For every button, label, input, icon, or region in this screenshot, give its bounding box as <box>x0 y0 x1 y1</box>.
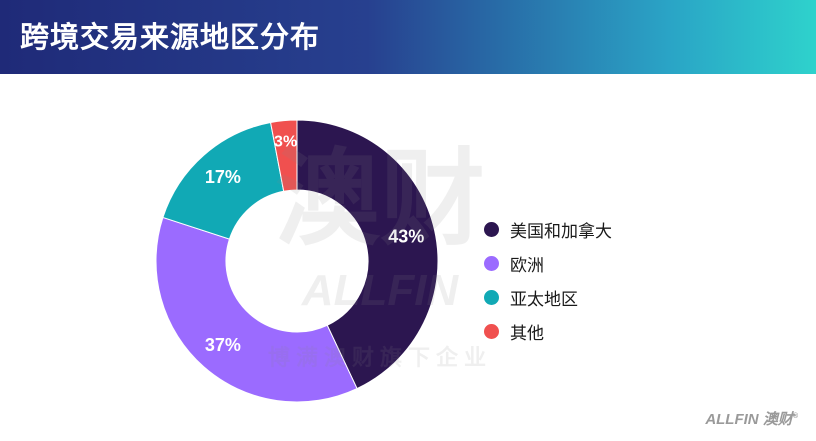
legend-label-1: 欧洲 <box>510 255 544 276</box>
legend-label-2: 亚太地区 <box>510 289 578 310</box>
donut-slice-3 <box>269 119 298 192</box>
legend-label-3: 其他 <box>510 323 544 344</box>
donut-slice-0 <box>296 119 439 390</box>
brand-mark: ALLFIN 澳财® <box>705 408 798 429</box>
donut-slice-1 <box>155 216 358 403</box>
brand-mark-en: ALLFIN <box>705 411 759 428</box>
donut-data-label-2: 17% <box>205 167 241 187</box>
donut-slice-2 <box>162 121 285 240</box>
legend-swatch-3 <box>484 323 499 339</box>
chart-legend: 美国和加拿大 欧洲亚太地区其他 <box>484 212 612 348</box>
legend-item-1: 欧洲 <box>484 246 612 280</box>
brand-mark-reg: ® <box>792 413 798 420</box>
legend-swatch-2 <box>484 289 499 305</box>
legend-item-3: 其他 <box>484 314 612 348</box>
legend-swatch-0 <box>484 221 499 237</box>
legend-item-2: 亚太地区 <box>484 280 612 314</box>
header-banner: 跨境交易来源地区分布 <box>0 0 816 74</box>
donut-data-label-1: 37% <box>205 335 241 355</box>
brand-mark-cn: 澳财 <box>762 411 793 428</box>
donut-chart: 43% 37% 17% 3% <box>155 119 439 403</box>
donut-data-label-0: 43% <box>388 227 424 247</box>
legend-swatch-1 <box>484 255 499 271</box>
legend-label-0: 美国和加拿大 <box>510 221 612 242</box>
legend-item-0: 美国和加拿大 <box>484 212 612 246</box>
donut-data-label-3: 3% <box>274 134 297 151</box>
page-title: 跨境交易来源地区分布 <box>20 20 321 54</box>
